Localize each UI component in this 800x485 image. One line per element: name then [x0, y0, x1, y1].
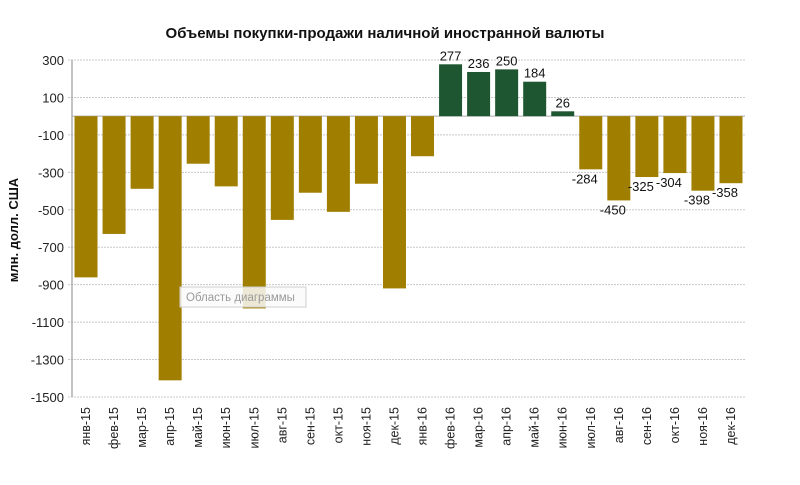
- y-axis-label: млн. долл. США: [6, 177, 21, 282]
- x-tick-label: янв-16: [416, 407, 430, 445]
- x-tick-label: июн-15: [219, 407, 233, 448]
- bar-фев-16: [439, 64, 463, 117]
- x-tick-label: май-15: [191, 407, 205, 448]
- y-tick-label: -1100: [32, 315, 64, 330]
- y-tick-label: -100: [38, 128, 64, 143]
- bar-дек-15: [382, 116, 406, 289]
- x-tick-label: окт-15: [331, 407, 345, 443]
- bar-окт-16: [663, 116, 687, 174]
- x-tick-label: июн-16: [556, 407, 570, 448]
- bar-сен-15: [298, 116, 322, 193]
- x-tick-label: авг-15: [275, 407, 289, 443]
- bar-мар-15: [130, 116, 154, 189]
- x-tick-label: май-16: [528, 407, 542, 448]
- bar-май-16: [523, 81, 547, 117]
- bar-июн-15: [214, 116, 238, 187]
- x-tick-label: дек-15: [387, 407, 401, 445]
- bar-мар-16: [467, 71, 491, 117]
- x-tick-label: мар-16: [472, 407, 486, 448]
- bar-апр-15: [158, 116, 182, 381]
- x-tick-label: янв-15: [79, 407, 93, 445]
- x-tick-label: ноя-15: [359, 407, 373, 446]
- x-tick-label: окт-16: [668, 407, 682, 443]
- x-tick-label: дек-16: [724, 407, 738, 445]
- y-tick-label: 100: [42, 90, 64, 105]
- bar-дек-16: [719, 116, 743, 184]
- y-tick-label: -500: [38, 203, 64, 218]
- bar-май-15: [186, 116, 210, 164]
- y-tick-label: -1300: [31, 353, 64, 368]
- data-label: 236: [468, 56, 490, 71]
- bar-авг-16: [607, 116, 631, 201]
- data-label: 277: [440, 48, 462, 63]
- x-tick-label: сен-16: [640, 407, 654, 445]
- data-label: 26: [555, 95, 569, 110]
- data-label: -284: [572, 171, 598, 186]
- data-label: -325: [628, 179, 654, 194]
- y-tick-label: -900: [38, 278, 64, 293]
- x-tick-label: мар-15: [135, 407, 149, 448]
- bar-июл-15: [242, 116, 266, 309]
- bar-янв-16: [411, 116, 435, 157]
- y-tick-label: -1500: [31, 390, 64, 405]
- bar-янв-15: [74, 116, 98, 278]
- x-tick-label: ноя-16: [696, 407, 710, 446]
- x-tick-label: июл-15: [247, 407, 261, 448]
- x-tick-label: фев-16: [444, 407, 458, 449]
- bar-июл-16: [579, 116, 603, 170]
- y-tick-label: -300: [38, 165, 64, 180]
- bar-авг-15: [270, 116, 294, 220]
- x-tick-label: апр-16: [500, 407, 514, 446]
- data-label: -304: [656, 175, 682, 190]
- bar-июн-16: [551, 111, 575, 117]
- data-label: 250: [496, 53, 518, 68]
- x-tick-label: апр-15: [163, 407, 177, 446]
- bar-апр-16: [495, 69, 519, 117]
- bar-ноя-15: [354, 116, 378, 184]
- x-tick-label: авг-16: [612, 407, 626, 443]
- data-label: 184: [524, 66, 546, 81]
- tooltip-text: Область диаграммы: [186, 292, 295, 304]
- bar-сен-16: [635, 116, 659, 178]
- chart-area-tooltip: Область диаграммы: [179, 286, 307, 308]
- x-tick-label: фев-15: [107, 407, 121, 449]
- y-tick-label: -700: [38, 240, 64, 255]
- y-tick-label: 300: [42, 53, 64, 68]
- data-label: -398: [684, 193, 710, 208]
- bar-ноя-16: [691, 116, 715, 191]
- chart-title: Объемы покупки-продажи наличной иностран…: [166, 25, 605, 42]
- data-label: -450: [600, 202, 626, 217]
- x-tick-label: июл-16: [584, 407, 598, 448]
- data-label: -358: [712, 185, 738, 200]
- bar-окт-15: [326, 116, 350, 212]
- x-tick-label: сен-15: [303, 407, 317, 445]
- bar-фев-15: [102, 116, 126, 234]
